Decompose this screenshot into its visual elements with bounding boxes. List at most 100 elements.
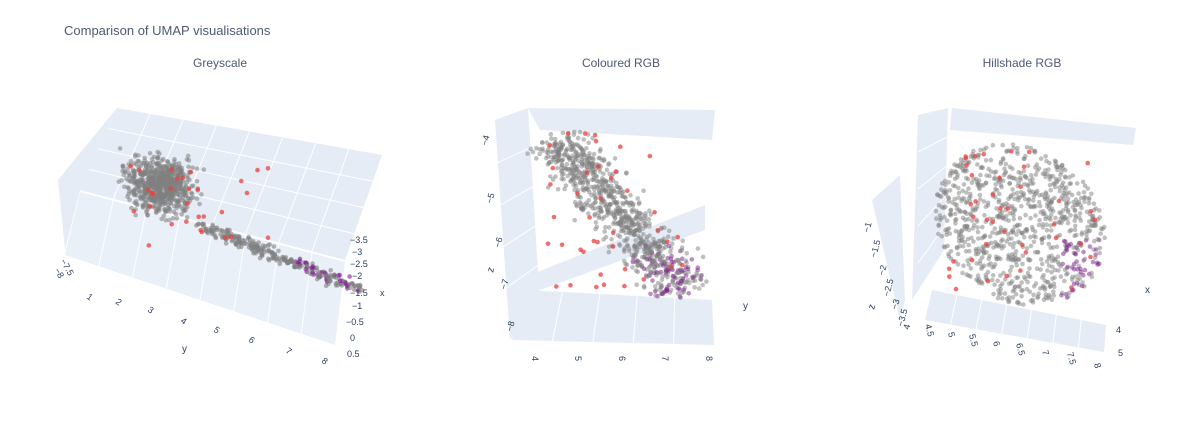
- data-point: [1059, 169, 1064, 175]
- data-point: [1011, 216, 1017, 222]
- data-point: [598, 209, 604, 214]
- data-point: [174, 168, 179, 173]
- data-point: [1049, 206, 1055, 211]
- scene3-plane-bottom: [925, 290, 1106, 352]
- scene-greyscale[interactable]: 1 2 3 4 5 6 7 8 y −3.5 −3 −2.5 −2 −1.5 −…: [52, 108, 385, 367]
- data-point: [1054, 244, 1060, 249]
- data-point: [594, 284, 599, 290]
- data-point: [982, 213, 987, 218]
- data-point: [963, 154, 968, 159]
- data-point: [1006, 281, 1012, 286]
- data-point: [143, 200, 148, 205]
- data-point: [276, 248, 281, 254]
- data-point: [621, 202, 626, 207]
- data-point: [568, 142, 573, 148]
- data-point: [142, 181, 148, 186]
- scene-hillshade-rgb[interactable]: 4.5 5 5.5 6 6.5 7 7.5 8 −1 −1.5 −2 −2.5 …: [861, 108, 1150, 369]
- scene-coloured-rgb[interactable]: 4 5 6 7 8 −4 −5 −6 −7 −8 z y: [479, 108, 748, 361]
- data-point: [1041, 297, 1047, 303]
- data-point: [617, 241, 622, 247]
- tick-label: 4.5: [923, 323, 936, 338]
- data-point: [158, 165, 163, 171]
- data-point: [1068, 213, 1073, 218]
- data-point: [1038, 257, 1044, 262]
- data-point: [655, 263, 661, 269]
- data-point: [1004, 239, 1009, 244]
- data-point: [223, 241, 229, 246]
- data-point: [958, 209, 964, 214]
- data-point: [982, 250, 987, 256]
- tick-label: 5.5: [967, 333, 980, 348]
- data-point: [1031, 292, 1036, 298]
- data-point: [969, 235, 974, 241]
- data-point: [588, 203, 594, 209]
- data-point: [1017, 175, 1023, 181]
- data-point: [1071, 245, 1076, 250]
- data-point: [598, 146, 603, 152]
- data-point: [1061, 197, 1066, 202]
- data-point: [1026, 197, 1032, 202]
- data-point: [1007, 181, 1012, 186]
- data-point: [1022, 156, 1027, 162]
- data-point: [937, 213, 943, 218]
- data-point: [666, 282, 672, 288]
- data-point: [547, 142, 553, 148]
- data-point: [1017, 284, 1022, 289]
- data-point: [646, 216, 652, 222]
- data-point: [641, 266, 647, 272]
- data-point: [1003, 161, 1009, 167]
- data-point: [1097, 245, 1103, 251]
- data-point: [641, 283, 647, 289]
- data-point: [990, 219, 996, 225]
- data-point: [612, 188, 617, 194]
- data-point: [351, 283, 357, 289]
- data-point: [1025, 163, 1031, 169]
- data-point: [1038, 156, 1044, 161]
- data-point: [534, 145, 539, 151]
- data-point: [630, 265, 635, 270]
- data-point: [1082, 194, 1088, 200]
- data-point: [647, 233, 652, 238]
- data-point: [163, 163, 168, 169]
- data-point: [253, 250, 259, 256]
- data-point: [572, 168, 577, 174]
- data-point: [612, 215, 618, 220]
- data-point: [1079, 195, 1084, 201]
- data-point: [978, 147, 983, 153]
- data-point: [146, 165, 151, 170]
- data-point: [1072, 233, 1077, 239]
- data-point: [1000, 237, 1005, 242]
- data-point: [175, 199, 180, 205]
- data-point: [197, 201, 202, 207]
- data-point: [347, 285, 353, 291]
- data-point: [963, 249, 969, 254]
- data-point: [671, 259, 677, 265]
- data-point: [1030, 297, 1036, 303]
- scene3-z-ticks: −1 −1.5 −2 −2.5 −3 −3.5 4 z: [861, 221, 912, 331]
- data-point: [167, 217, 172, 223]
- data-point: [665, 239, 670, 244]
- data-point: [1045, 268, 1050, 273]
- data-point: [1014, 190, 1020, 196]
- data-point: [1044, 222, 1049, 227]
- data-point: [990, 230, 995, 235]
- data-point: [606, 225, 612, 230]
- data-point: [1047, 160, 1052, 166]
- data-point: [611, 221, 616, 227]
- data-point: [979, 279, 984, 285]
- data-point: [1042, 278, 1048, 283]
- data-point: [169, 167, 174, 172]
- data-point: [615, 199, 620, 205]
- data-point: [634, 282, 639, 288]
- data-point: [997, 175, 1002, 180]
- data-point: [998, 273, 1003, 278]
- data-point: [676, 260, 682, 266]
- data-point: [269, 256, 275, 261]
- data-point: [1023, 250, 1029, 255]
- data-point: [1073, 223, 1078, 229]
- data-point: [1016, 256, 1021, 262]
- data-point: [1071, 261, 1077, 267]
- data-point: [998, 283, 1003, 289]
- data-point: [162, 196, 167, 202]
